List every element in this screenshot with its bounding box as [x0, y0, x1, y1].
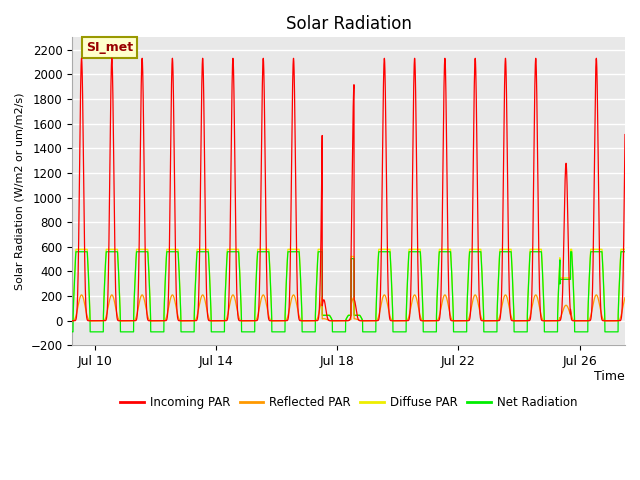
- Text: SI_met: SI_met: [86, 41, 133, 54]
- Y-axis label: Solar Radiation (W/m2 or um/m2/s): Solar Radiation (W/m2 or um/m2/s): [15, 93, 25, 290]
- Legend: Incoming PAR, Reflected PAR, Diffuse PAR, Net Radiation: Incoming PAR, Reflected PAR, Diffuse PAR…: [116, 391, 582, 414]
- Title: Solar Radiation: Solar Radiation: [286, 15, 412, 33]
- Text: Time: Time: [595, 370, 625, 383]
